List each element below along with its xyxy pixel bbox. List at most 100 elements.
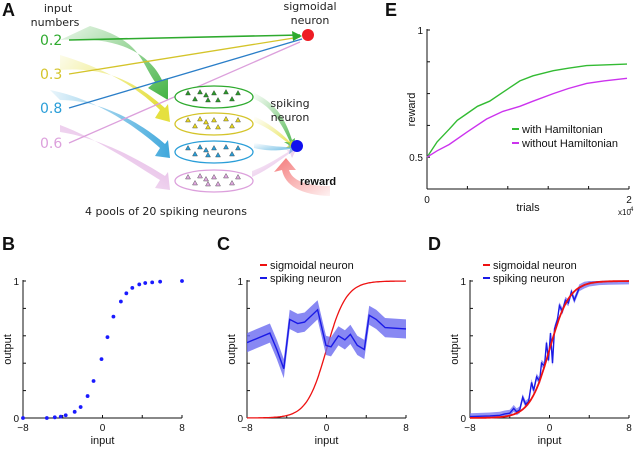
reward-label: reward [300,176,336,188]
spiking-neuron-marker [211,90,217,96]
y-axis-label: output [2,334,14,365]
spiking-neuron-marker [203,147,209,153]
input-value-3: 0.6 [40,136,62,152]
panel-letter-c: C [217,234,230,254]
legend-label: spiking neuron [493,273,565,285]
panel-letter-e: E [385,0,397,20]
legend-label: sigmoidal neuron [270,260,354,272]
series-line-spiking-neuron [246,308,407,369]
spiking-neuron-node [291,140,303,152]
data-point [158,279,163,284]
neuron-pool-1 [174,112,254,136]
spiking-neuron-marker [192,180,198,186]
y-axis-label: output [226,334,238,365]
spiking-label-line1: spiking [270,97,309,110]
input-numbers-label-line2: numbers [31,16,80,29]
pool-ellipse [174,140,254,164]
data-point [72,409,77,414]
sigmoidal-label-line2: neuron [291,14,330,27]
neuron-pool-3 [174,169,254,193]
x-axis-label: input [315,435,339,447]
spiking-neuron-marker [211,174,217,180]
fan-arrow-yellow [60,55,170,122]
spiking-neuron-marker [211,117,217,123]
spiking-neuron-marker [185,117,191,123]
spiking-neuron-marker [185,174,191,180]
spiking-neuron-marker [223,89,229,95]
pool-ellipse [174,85,254,109]
data-point [91,379,96,383]
spiking-neuron-marker [223,173,229,179]
data-point [150,280,155,285]
panel-letter-d: D [428,234,441,254]
sigmoidal-label-line1: sigmoidal [283,0,336,13]
spiking-neuron-marker [203,119,209,125]
data-point [143,281,148,285]
panel-letter-b: B [2,234,15,254]
data-point [137,282,142,287]
data-point [63,413,68,418]
neuron-pool-0 [174,85,254,109]
spiking-neuron-marker [229,123,235,129]
x-tick-label: −8 [17,423,29,434]
y-tick-label: 0 [237,414,243,425]
data-point [44,416,49,420]
input-value-0: 0.2 [40,33,62,49]
y-tick-label: 0 [460,414,466,425]
x-tick-label: −8 [241,423,253,434]
x-scale-label: x10 [618,208,631,217]
x-tick-label: −8 [464,423,476,434]
data-point [21,416,25,420]
data-point [58,414,63,419]
data-point [111,314,116,319]
x-axis-label: input [91,435,115,447]
data-point [85,394,90,398]
legend-label: with Hamiltonian [521,124,603,136]
spiking-neuron-marker [223,144,229,150]
spiking-neuron-marker [215,181,221,187]
legend-label: sigmoidal neuron [493,260,577,272]
line-green-to-sigmoid [68,34,301,41]
pool-arrow-yellow [254,116,295,148]
spiking-neuron-marker [205,181,211,187]
spiking-neuron-marker [197,116,203,122]
arrowhead-sigmoid [292,31,302,41]
data-point [118,299,123,304]
x-scale-exponent: 4 [630,207,634,213]
x-tick-label: 0 [424,195,430,206]
spiking-neuron-marker [197,89,203,95]
spiking-neuron-marker [205,124,211,130]
spiking-neuron-marker [197,144,203,150]
spiking-neuron-marker [197,173,203,179]
chart-e: E 0 2 0.5 1 x10 4 trials reward with Hamiltonian w… [385,0,634,217]
x-tick-label: 8 [626,423,632,434]
y-tick-label: 0.5 [409,153,423,164]
series-line-without-hamiltonian [426,77,628,158]
x-tick-label: 0 [324,423,330,434]
y-tick-label: 1 [417,26,423,37]
input-numbers-label-line1: input [44,2,73,15]
data-point [99,357,104,361]
x-tick-label: 0 [100,423,106,434]
series-line-with-hamiltonian [426,63,628,158]
pool-arrow-pink [252,150,296,177]
spiking-neuron-marker [229,96,235,102]
y-tick-label: 0 [13,414,19,425]
spiking-neuron-marker [185,90,191,96]
neuron-pool-2 [174,140,254,164]
spiking-neuron-marker [203,92,209,98]
spiking-neuron-marker [215,97,221,103]
spiking-neuron-marker [192,151,198,157]
x-tick-label: 8 [403,423,409,434]
y-tick-label: 1 [237,277,243,288]
spiking-neuron-marker [235,90,241,96]
series-line-spiking-neuron [469,280,630,418]
sigmoidal-neuron-node [302,29,314,41]
reward-arrow [274,158,330,196]
spiking-neuron-marker [235,117,241,123]
neuron-pools [174,85,254,193]
spiking-neuron-marker [211,145,217,151]
series-line-sigmoidal [469,280,630,419]
